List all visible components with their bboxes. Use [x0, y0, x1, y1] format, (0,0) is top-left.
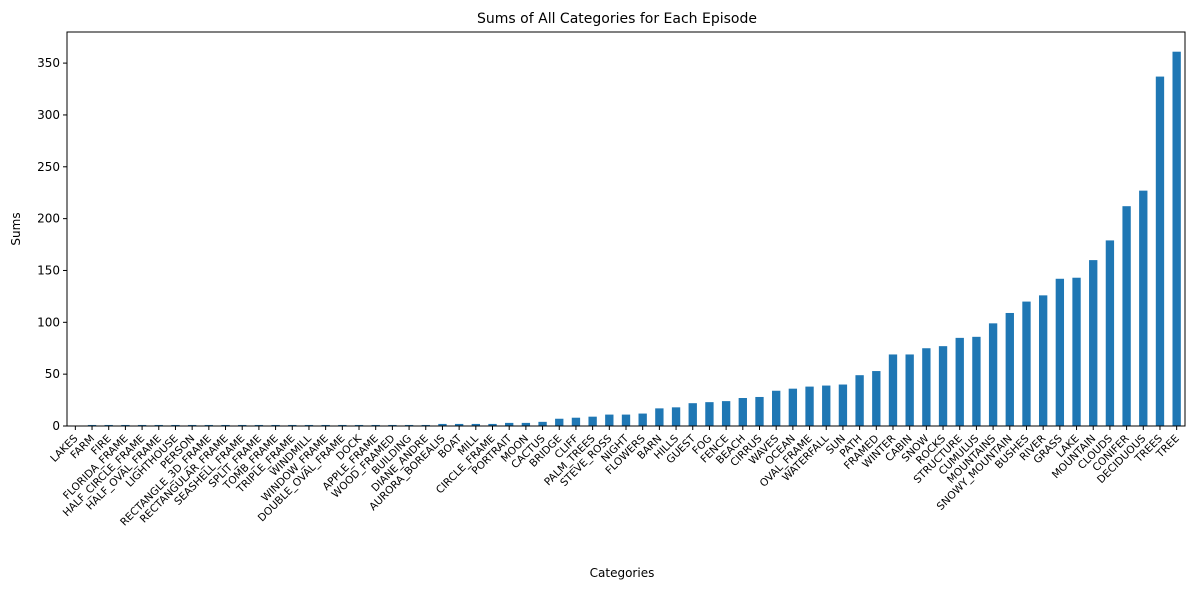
bar	[505, 422, 514, 426]
bar	[1155, 76, 1165, 426]
bar	[988, 323, 998, 426]
bar	[588, 416, 597, 426]
bar	[1055, 278, 1065, 426]
bar	[354, 424, 364, 426]
bar	[805, 386, 814, 426]
bar	[905, 354, 914, 426]
bar	[605, 414, 614, 426]
bar	[204, 424, 213, 426]
bar	[121, 424, 130, 426]
bar	[1089, 260, 1098, 426]
bar	[288, 424, 297, 426]
bar	[488, 423, 497, 426]
bar	[922, 348, 931, 426]
bar	[972, 336, 981, 426]
bar	[721, 401, 731, 426]
bar	[772, 390, 781, 426]
bar	[171, 424, 180, 426]
y-tick-label: 150	[37, 263, 60, 277]
bar	[87, 424, 97, 426]
bar	[872, 371, 881, 426]
y-tick-label: 100	[37, 315, 60, 329]
bar	[1139, 190, 1148, 426]
bar	[404, 424, 414, 426]
bar	[1072, 277, 1081, 426]
bar	[838, 384, 848, 426]
bar	[1105, 240, 1115, 426]
bar	[788, 388, 798, 426]
bar	[755, 396, 764, 426]
bar	[271, 424, 280, 426]
bar	[187, 424, 197, 426]
y-axis-label: Sums	[9, 212, 23, 245]
bar	[571, 417, 581, 426]
chart-title: Sums of All Categories for Each Episode	[477, 11, 757, 27]
y-tick-label: 300	[37, 108, 60, 122]
bar	[705, 402, 714, 426]
bar	[338, 424, 347, 426]
x-axis-label: Categories	[590, 566, 655, 580]
bar	[1005, 312, 1014, 426]
bar	[538, 421, 547, 426]
bar	[254, 424, 264, 426]
bar	[154, 424, 163, 426]
bar	[371, 424, 380, 426]
bar	[888, 354, 898, 426]
plot-frame	[66, 31, 1186, 427]
y-tick-label: 250	[37, 160, 60, 174]
y-tick-label: 350	[37, 56, 60, 70]
bar	[104, 424, 113, 426]
bar	[238, 424, 247, 426]
y-tick-label: 50	[45, 367, 60, 381]
bar	[304, 424, 314, 426]
bar	[221, 424, 230, 426]
bar	[421, 424, 430, 426]
bar	[621, 414, 631, 426]
bar	[1172, 51, 1181, 426]
bar	[471, 423, 480, 426]
bar	[321, 424, 330, 426]
bar	[738, 398, 747, 426]
bar	[938, 346, 948, 426]
bar	[1038, 295, 1048, 426]
bar	[521, 422, 531, 426]
bar	[955, 337, 964, 426]
bar	[638, 413, 647, 426]
y-tick-label: 200	[37, 212, 60, 226]
bar	[855, 375, 864, 426]
x-axis: LAKESFARMFIREFLORIDA_FRAMEHALF_CIRCLE_FR…	[48, 426, 1182, 529]
bar	[388, 424, 397, 426]
bar	[688, 403, 697, 426]
bars-layer	[87, 51, 1181, 426]
bar	[671, 407, 681, 426]
bar	[438, 423, 447, 426]
bar	[822, 385, 831, 426]
y-axis: 0 50 100 150 200 250 300 350	[37, 56, 67, 433]
y-tick-label: 0	[52, 419, 60, 433]
bar	[137, 424, 147, 426]
bar	[555, 418, 564, 426]
bar	[1122, 206, 1131, 426]
bar	[1022, 301, 1031, 426]
bar	[454, 423, 464, 426]
bar	[655, 408, 664, 426]
